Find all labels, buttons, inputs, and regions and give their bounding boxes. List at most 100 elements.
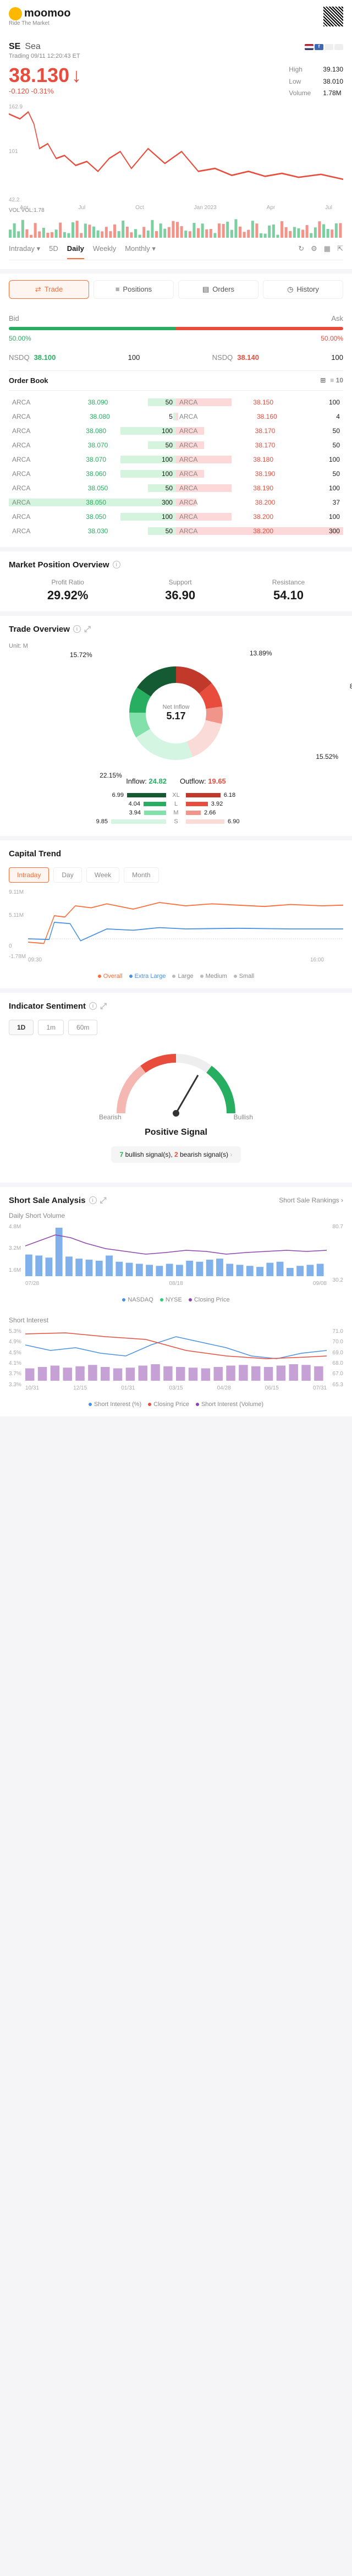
- signal-text: Positive Signal: [145, 1128, 207, 1137]
- short-interest-title: Short Interest: [9, 1316, 343, 1324]
- expand-icon[interactable]: ⤢: [100, 1196, 107, 1205]
- timeframe-tab-weekly[interactable]: Weekly: [93, 244, 116, 253]
- is-title: Indicator Sentiment: [9, 1002, 86, 1011]
- list-icon: ≡: [116, 285, 120, 293]
- clock-icon: ◷: [287, 285, 293, 294]
- ask-price: 38.140: [237, 353, 259, 362]
- timeframe-tab-daily[interactable]: Daily: [67, 244, 84, 253]
- indicator-sentiment-section: Indicator Sentiment i ⤢ 1D1m60m Bearish …: [0, 993, 352, 1183]
- ask-pct: 50.00%: [321, 335, 343, 342]
- orderbook-row[interactable]: ARCA38.050100ARCA38.200100: [9, 510, 343, 524]
- share-icon[interactable]: [324, 44, 333, 50]
- orders-tab[interactable]: ▤Orders: [178, 280, 258, 299]
- timeframe-tab-intraday[interactable]: Intraday ▾: [9, 244, 40, 253]
- orderbook-row[interactable]: ARCA38.07050ARCA38.17050: [9, 438, 343, 452]
- capital-tab-week[interactable]: Week: [86, 867, 119, 883]
- donut-center-label: Net Inflow: [163, 704, 190, 710]
- bid-qty: 100: [128, 353, 140, 362]
- daily-short-chart[interactable]: 4.8M 3.2M 1.6M 80.7 30.2 07/2808/1809/08: [9, 1224, 343, 1290]
- expand-icon[interactable]: ⤢: [100, 1002, 107, 1011]
- orderbook-row[interactable]: ARCA38.09050ARCA38.150100: [9, 395, 343, 409]
- ob-depth-control[interactable]: ≡ 10: [330, 376, 343, 384]
- indicator-tab-1m[interactable]: 1m: [38, 1020, 64, 1035]
- orderbook-row[interactable]: ARCA38.070100ARCA38.180100: [9, 452, 343, 467]
- orderbook-rows: ARCA38.09050ARCA38.150100ARCA38.0805ARCA…: [9, 395, 343, 538]
- indicator-tab-60m[interactable]: 60m: [68, 1020, 97, 1035]
- last-price: 38.130: [9, 64, 69, 87]
- legend-item[interactable]: Extra Large: [129, 973, 166, 980]
- ct-title: Capital Trend: [9, 849, 61, 858]
- high-value: 39.130: [323, 64, 343, 76]
- low-label: Low: [289, 76, 316, 88]
- orderbook-row[interactable]: ARCA38.050300ARCA38.20037: [9, 495, 343, 510]
- market-position-section: Market Position Overview i Profit Ratio2…: [0, 551, 352, 611]
- more-icon[interactable]: [334, 44, 343, 50]
- x-axis-labels: AprJulOctJan 2023AprJul: [9, 205, 343, 211]
- daily-short-title: Daily Short Volume: [9, 1212, 343, 1219]
- fb-icon[interactable]: f: [315, 44, 323, 50]
- orderbook-row[interactable]: ARCA38.05050ARCA38.190100: [9, 481, 343, 495]
- price-chart[interactable]: 162.9 101 42.2 AprJulOctJan 2023AprJul: [9, 104, 343, 203]
- legend-item[interactable]: NYSE: [160, 1297, 182, 1303]
- short-rankings-link[interactable]: Short Sale Rankings ›: [279, 1196, 343, 1204]
- trade-tab[interactable]: ⇄Trade: [9, 280, 89, 299]
- info-icon[interactable]: i: [73, 625, 81, 633]
- y-axis-bot: 42.2: [9, 197, 19, 203]
- quote-stats: High39.130 Low38.010 Volume1.78M: [289, 64, 343, 100]
- orderbook-row[interactable]: ARCA38.080100ARCA38.17050: [9, 424, 343, 438]
- ask-qty: 100: [331, 353, 343, 362]
- chart-tool-icon[interactable]: ▦: [324, 244, 331, 253]
- ob-col-icon[interactable]: ⊞: [320, 376, 326, 384]
- bid-price: 38.100: [34, 353, 56, 362]
- capital-tab-month[interactable]: Month: [124, 867, 158, 883]
- timeframe-tab-monthly[interactable]: Monthly ▾: [125, 244, 156, 253]
- qr-code[interactable]: [323, 7, 343, 26]
- legend-item[interactable]: Medium: [200, 973, 227, 980]
- expand-icon[interactable]: ⤢: [84, 625, 91, 634]
- inflow-value: 24.82: [148, 777, 167, 785]
- bidask-bar: [9, 327, 343, 330]
- short-interest-chart[interactable]: 5.3%4.9%4.5%4.1%3.7%3.3% 71.070.069.068.…: [9, 1328, 343, 1394]
- nsdq-label-bid: NSDQ: [9, 353, 30, 362]
- legend-item[interactable]: Small: [234, 973, 255, 980]
- capital-tab-day[interactable]: Day: [53, 867, 81, 883]
- moomoo-icon: [9, 7, 22, 20]
- capital-tab-intraday[interactable]: Intraday: [9, 867, 49, 883]
- legend-item[interactable]: Short Interest (%): [89, 1401, 141, 1408]
- outflow-value: 19.65: [208, 777, 226, 785]
- action-tabs: ⇄Trade ≡Positions ▤Orders ◷History: [0, 274, 352, 305]
- flow-bar-row: 4.04L3.92: [9, 801, 343, 807]
- swap-icon: ⇄: [35, 285, 41, 294]
- mpo-item: Support36.90: [165, 578, 195, 603]
- capital-chart[interactable]: 9.11M 5.11M 0 -1.78M 09:30 16:00: [9, 889, 343, 966]
- volume-value: 1.78M: [323, 87, 341, 100]
- brand-name: moomoo: [24, 7, 70, 20]
- info-icon[interactable]: i: [89, 1002, 97, 1010]
- mpo-item: Resistance54.10: [272, 578, 305, 603]
- legend-item[interactable]: Short Interest (Volume): [196, 1401, 263, 1408]
- chart-tool-icon[interactable]: ⚙: [311, 244, 317, 253]
- chevron-right-icon: ›: [230, 1151, 232, 1158]
- history-tab[interactable]: ◷History: [263, 280, 343, 299]
- chart-tool-icon[interactable]: ↻: [298, 244, 304, 253]
- info-icon[interactable]: i: [89, 1196, 97, 1204]
- legend-item[interactable]: Overall: [98, 973, 123, 980]
- orderbook-row[interactable]: ARCA38.03050ARCA38.200300: [9, 524, 343, 538]
- legend-item[interactable]: Large: [172, 973, 193, 980]
- y-axis-mid: 101: [9, 149, 18, 155]
- positions-tab[interactable]: ≡Positions: [94, 280, 174, 299]
- signal-summary[interactable]: 7 bullish signal(s), 2 bearish signal(s)…: [111, 1146, 241, 1163]
- ss-title: Short Sale Analysis: [9, 1196, 86, 1205]
- legend-item[interactable]: NASDAQ: [122, 1297, 153, 1303]
- legend-item[interactable]: Closing Price: [148, 1401, 189, 1408]
- orderbook-row[interactable]: ARCA38.060100ARCA38.19050: [9, 467, 343, 481]
- indicator-tab-1D[interactable]: 1D: [9, 1020, 34, 1035]
- brand-logo[interactable]: moomoo: [9, 7, 70, 20]
- flow-bar-row: 3.94M2.66: [9, 810, 343, 816]
- timeframe-tab-5d[interactable]: 5D: [49, 244, 58, 253]
- orderbook-row[interactable]: ARCA38.0805ARCA38.1604: [9, 409, 343, 424]
- info-icon[interactable]: i: [113, 561, 120, 568]
- chart-tool-icon[interactable]: ⇱: [337, 244, 343, 253]
- legend-item[interactable]: Closing Price: [189, 1297, 230, 1303]
- timeframe-tabs: Intraday ▾ 5D Daily Weekly Monthly ▾ ↻ ⚙ ▦ ⇱: [9, 238, 343, 260]
